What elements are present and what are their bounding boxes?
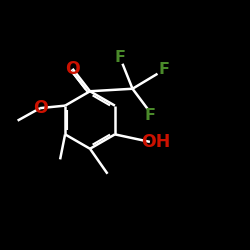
Text: O: O: [65, 60, 80, 78]
Text: O: O: [33, 99, 48, 117]
Text: F: F: [114, 50, 126, 65]
Text: OH: OH: [141, 133, 170, 151]
Text: F: F: [144, 108, 156, 122]
Text: F: F: [158, 62, 169, 77]
